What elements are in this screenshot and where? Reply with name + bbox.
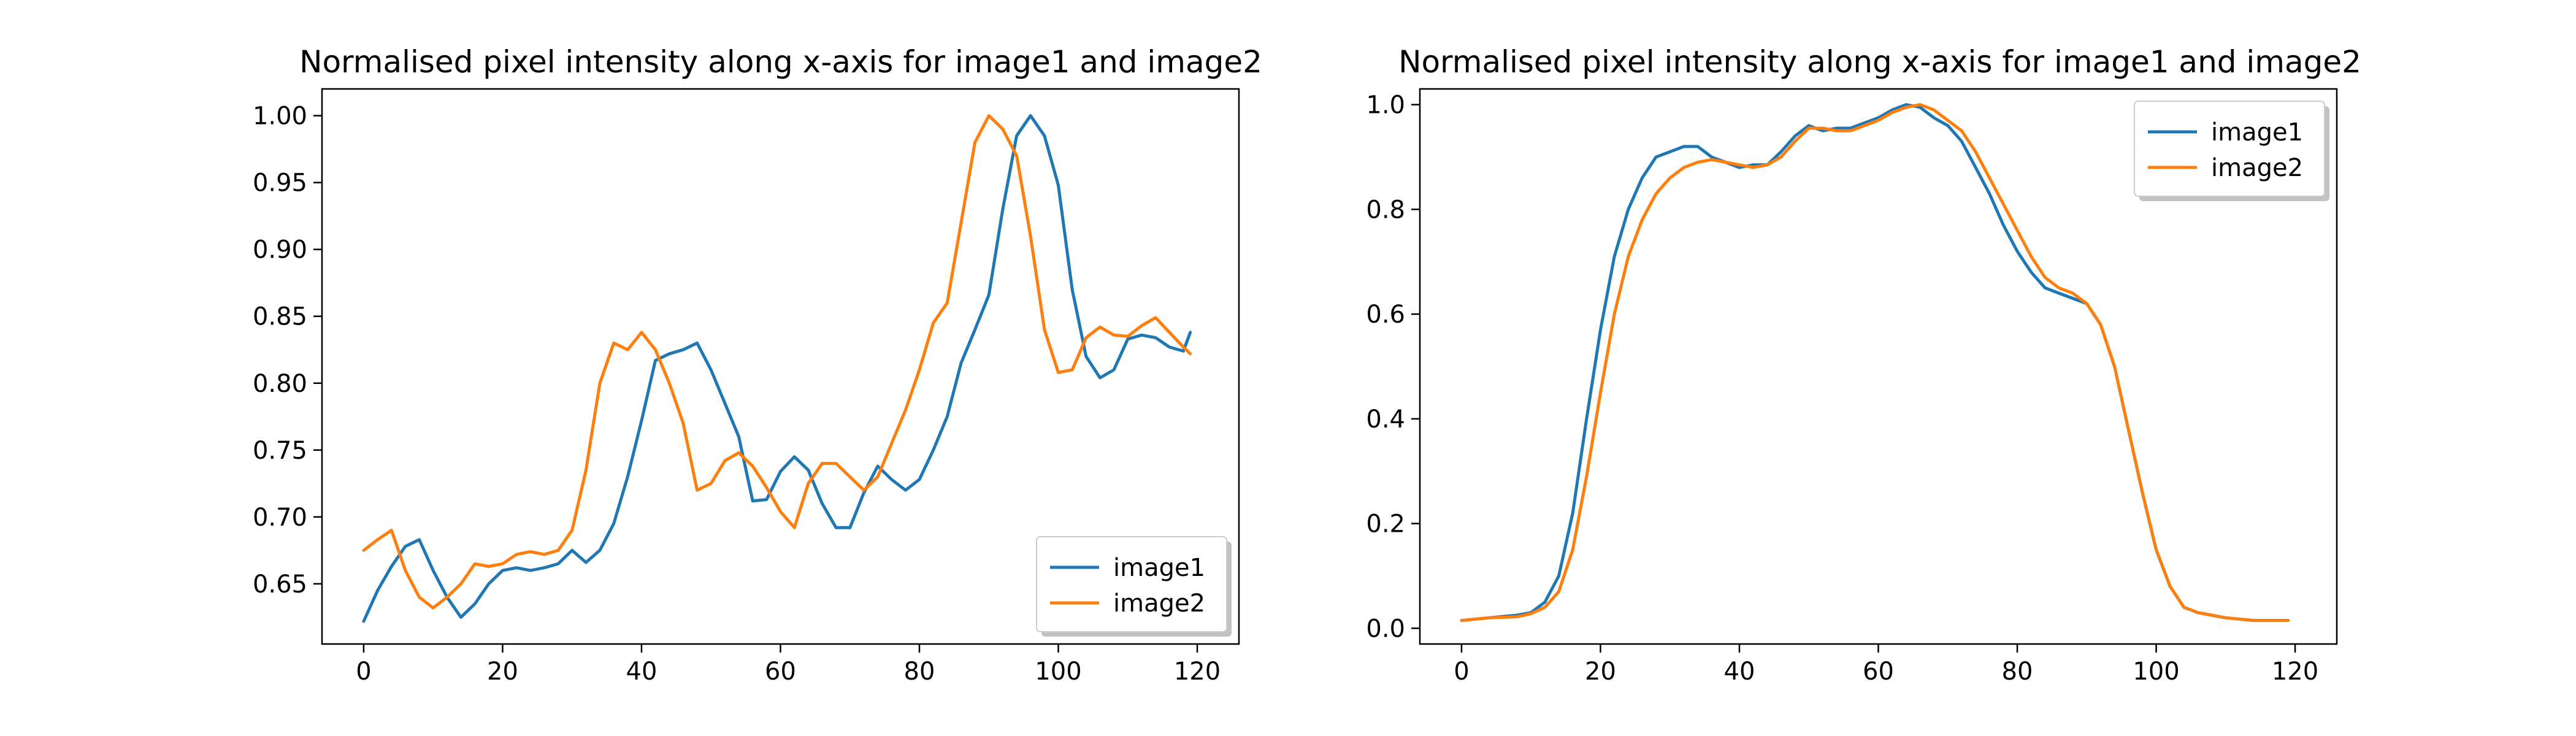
chart-left-series-image2-line — [362, 114, 1192, 610]
chart-right-legend: image1 image2 — [2134, 101, 2329, 201]
chart-left-legend: image1 image2 — [1036, 536, 1232, 637]
chart-left-x-tick-label-0: 0 — [356, 657, 371, 686]
chart-left-legend-box — [1036, 536, 1227, 632]
chart-right-y-tick-label-4: 0.8 — [1366, 196, 1405, 224]
chart-right-legend-box — [2134, 101, 2325, 197]
chart-left-y-tick-label-6: 0.95 — [253, 169, 307, 197]
chart-right-x-tick-label-6: 120 — [2272, 657, 2318, 686]
chart-left-x-tick-label-2: 40 — [626, 657, 657, 686]
chart-left: Normalised pixel intensity along x-axis … — [253, 44, 1262, 686]
chart-left-y-tick-label-1: 0.70 — [253, 504, 307, 532]
chart-right-x-tick-label-1: 20 — [1585, 657, 1616, 686]
chart-right-x-tick-label-2: 40 — [1724, 657, 1755, 686]
chart-right-series-image2-line — [1460, 103, 2290, 623]
chart-left-x-tick-label-1: 20 — [487, 657, 518, 686]
chart-left-x-tick-label-5: 100 — [1035, 657, 1081, 686]
chart-left-legend-label-image1: image1 — [1113, 554, 1205, 582]
chart-left-x-tick-label-4: 80 — [904, 657, 935, 686]
chart-right-x-tick-label-0: 0 — [1454, 657, 1469, 686]
chart-right-y-tick-label-5: 1.0 — [1366, 91, 1405, 120]
chart-right-title: Normalised pixel intensity along x-axis … — [1398, 44, 2361, 80]
chart-right-y-tick-label-1: 0.2 — [1366, 510, 1405, 539]
chart-left-y-tick-label-0: 0.65 — [253, 570, 307, 599]
chart-left-y-tick-label-4: 0.85 — [253, 303, 307, 331]
chart-right-legend-label-image1: image1 — [2211, 118, 2303, 147]
chart-left-legend-label-image2: image2 — [1113, 589, 1205, 618]
chart-right-y-tick-label-0: 0.0 — [1366, 615, 1405, 643]
chart-right-y-tick-label-2: 0.4 — [1366, 405, 1405, 434]
chart-right-x-tick-label-4: 80 — [2002, 657, 2033, 686]
chart-right: Normalised pixel intensity along x-axis … — [1366, 44, 2361, 686]
chart-left-x-tick-label-6: 120 — [1174, 657, 1221, 686]
chart-left-y-tick-label-2: 0.75 — [253, 437, 307, 465]
chart-left-x-tick-label-3: 60 — [765, 657, 796, 686]
chart-left-y-tick-label-5: 0.90 — [253, 236, 307, 264]
chart-left-series-image1-line — [362, 114, 1192, 623]
chart-right-y-tick-label-3: 0.6 — [1366, 301, 1405, 329]
chart-right-x-tick-label-3: 60 — [1863, 657, 1894, 686]
chart-right-frame — [1419, 88, 2338, 645]
chart-left-title: Normalised pixel intensity along x-axis … — [299, 44, 1262, 80]
chart-right-plot-area: 0 20 40 60 80 100 1200.00.20.40.60.81.0image1i… — [1366, 91, 2329, 686]
chart-right-legend-label-image2: image2 — [2211, 154, 2303, 182]
chart-left-plot-area: 0 20 40 60 80 100 120 0.65 0.70 0.75 0.80 0.85 0.90 0… — [253, 102, 1232, 686]
chart-left-y-tick-label-3: 0.80 — [253, 370, 307, 398]
chart-left-y-tick-label-7: 1.00 — [253, 102, 307, 131]
chart-right-x-tick-label-5: 100 — [2133, 657, 2179, 686]
chart-left-frame — [321, 88, 1240, 645]
